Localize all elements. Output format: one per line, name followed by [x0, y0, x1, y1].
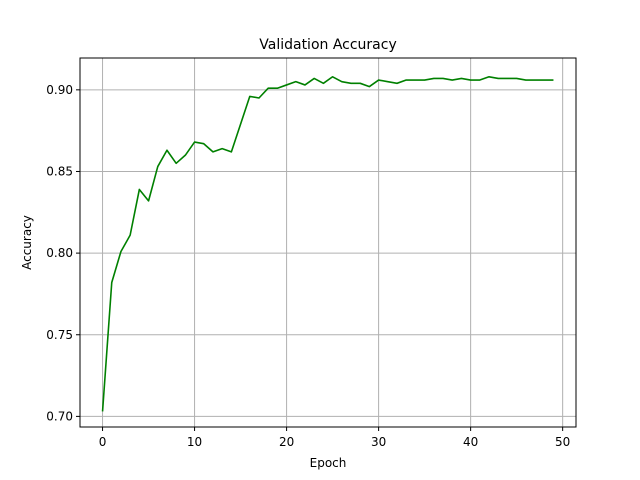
y-tick-label: 0.75 — [46, 328, 73, 342]
grid — [80, 58, 576, 427]
series-line — [101, 75, 554, 412]
x-tick-label: 30 — [371, 435, 386, 449]
axes-frame — [79, 57, 577, 428]
x-tick-label: 10 — [187, 435, 202, 449]
ticks: 0 10 20 30 40 50 0.70 0.75 0.80 0.85 0.90 — [46, 83, 570, 449]
x-axis-label: Epoch — [310, 456, 347, 470]
x-tick-label: 20 — [279, 435, 294, 449]
x-tick-label: 50 — [555, 435, 570, 449]
y-tick-label: 0.90 — [46, 83, 73, 97]
y-tick-label: 0.70 — [46, 409, 73, 423]
series-layer — [101, 75, 554, 412]
y-tick-label: 0.85 — [46, 164, 73, 178]
plot-area — [80, 58, 576, 427]
chart-title: Validation Accuracy — [259, 37, 397, 53]
y-axis-label: Accuracy — [20, 215, 34, 270]
x-tick-label: 0 — [99, 435, 107, 449]
x-tick-label: 40 — [463, 435, 478, 449]
y-tick-label: 0.80 — [46, 246, 73, 260]
